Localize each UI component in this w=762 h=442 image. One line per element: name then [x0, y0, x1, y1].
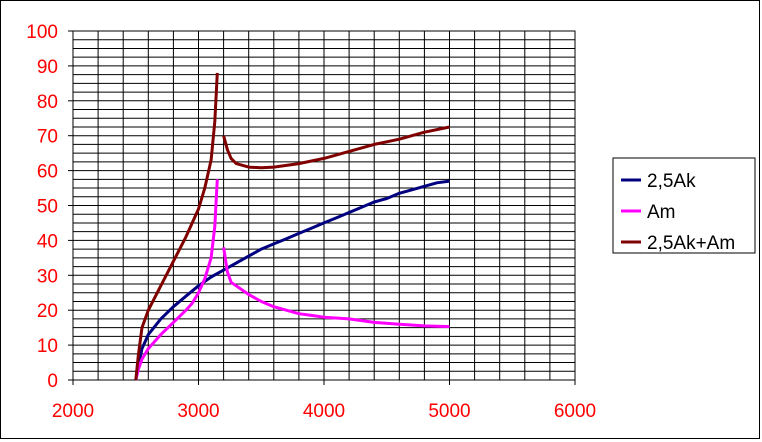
axes	[68, 30, 576, 385]
legend-label-3: 2,5Ak+Am	[647, 233, 735, 254]
y-tick-label: 20	[37, 301, 58, 322]
y-tick-label: 90	[37, 57, 58, 78]
y-tick-label: 70	[37, 127, 58, 148]
legend-label-1: 2,5Ak	[647, 171, 696, 192]
series-line-2	[222, 247, 450, 329]
grid	[72, 30, 576, 381]
series-line-3	[222, 125, 450, 170]
series-line-1	[134, 179, 450, 381]
legend-box	[612, 157, 756, 254]
x-tick-label: 3000	[177, 401, 219, 422]
y-tick-label: 10	[37, 336, 58, 357]
legend-label-2: Am	[647, 202, 676, 223]
series-line-3	[134, 72, 219, 381]
legend: 2,5Ak Am 2,5Ak+Am	[612, 157, 756, 254]
x-tick-label: 4000	[303, 401, 345, 422]
y-tick-label: 80	[37, 92, 58, 113]
y-tick-label: 0	[47, 371, 58, 392]
y-tick-label: 100	[26, 22, 58, 43]
x-tick-labels: 2000 3000 4000 5000 6000	[52, 401, 596, 422]
series-lines	[134, 72, 450, 381]
y-tick-label: 30	[37, 266, 58, 287]
x-tick-label: 2000	[52, 401, 94, 422]
y-tick-label: 60	[37, 162, 58, 183]
x-tick-label: 5000	[428, 401, 470, 422]
y-tick-label: 50	[37, 197, 58, 218]
y-tick-labels: 0 10 20 30 40 50 60 70 80 90 100	[26, 22, 58, 392]
series-line-2	[134, 179, 219, 381]
x-tick-label: 6000	[554, 401, 596, 422]
y-tick-label: 40	[37, 231, 58, 252]
